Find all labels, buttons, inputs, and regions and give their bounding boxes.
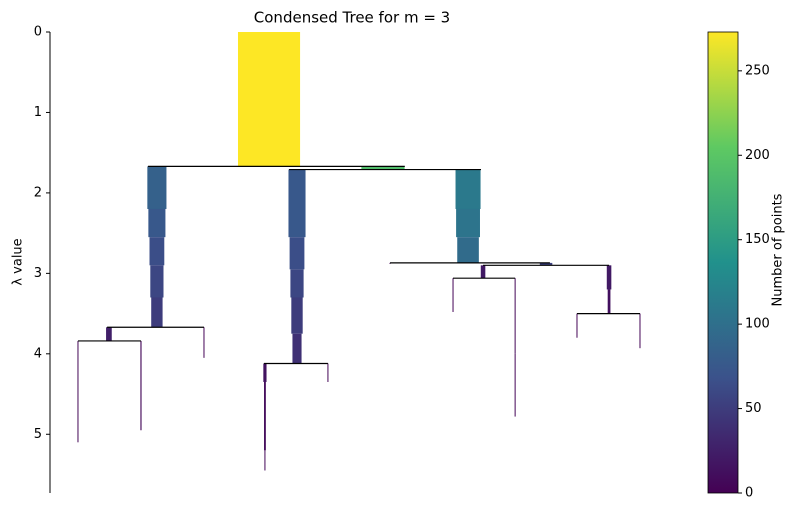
branch-segment (203, 327, 205, 358)
branch-segment (452, 278, 454, 312)
y-axis-label: λ value (11, 238, 26, 285)
branch-segment (147, 166, 167, 209)
branch-segment (514, 278, 516, 354)
branch-segment (576, 313, 578, 338)
y-tick-label: 0 (34, 25, 42, 40)
branch-segment (291, 297, 303, 334)
branch-segment (106, 327, 112, 341)
branch-segment (480, 265, 486, 279)
colorbar-tick-label: 250 (745, 63, 770, 78)
branch-segment (457, 237, 479, 263)
colorbar-tick-label: 50 (745, 401, 762, 416)
branch-segment (290, 269, 304, 298)
branch-segment (77, 340, 79, 443)
branch-segment (263, 363, 267, 382)
chart-title: Condensed Tree for m = 3 (254, 9, 450, 27)
branch-segment (607, 289, 611, 314)
branch-segment (514, 353, 516, 417)
colorbar-tick-label: 0 (745, 486, 753, 501)
branch-segment (292, 333, 302, 364)
branch-segment (361, 166, 405, 170)
colorbar-tick-label: 150 (745, 232, 770, 247)
branch-segment (288, 169, 306, 238)
colorbar-tick-label: 100 (745, 317, 770, 332)
branch-segment (148, 208, 166, 238)
y-tick-label: 5 (34, 427, 42, 442)
y-tick-label: 1 (34, 105, 42, 120)
branch-segment (639, 313, 641, 349)
colorbar-tick-label: 200 (745, 148, 770, 163)
branch-segment (140, 340, 142, 431)
y-tick-label: 3 (34, 266, 42, 281)
colorbar (707, 31, 739, 494)
branch-segment (539, 262, 553, 266)
branch-segment (606, 265, 612, 290)
branch-segment (237, 32, 301, 167)
branch-segment (455, 169, 481, 209)
branch-segment (289, 237, 305, 270)
branch-segment (151, 297, 163, 328)
branch-segment (149, 237, 165, 266)
y-tick-label: 2 (34, 185, 42, 200)
branch-segment (327, 363, 329, 382)
colorbar-label: Number of points (771, 193, 786, 306)
branch-segment (150, 265, 164, 298)
branch-segment (264, 381, 266, 451)
y-tick-label: 4 (34, 346, 42, 361)
branch-segment (456, 208, 480, 238)
branch-segment (264, 450, 266, 471)
